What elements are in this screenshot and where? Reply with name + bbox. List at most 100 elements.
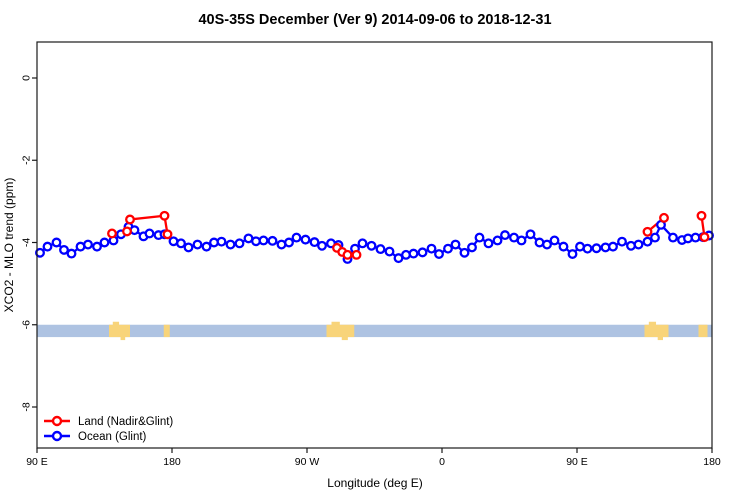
ocean-data-point [225, 239, 236, 250]
y-tick-label: 0 [21, 75, 33, 81]
ocean-data-point [284, 237, 294, 248]
land-data-point [696, 210, 707, 221]
ocean-data-point [608, 241, 618, 252]
ocean-data-point [542, 239, 552, 250]
ocean-data-point [408, 248, 419, 259]
x-tick-label: 90 E [26, 456, 48, 468]
chart-title: 40S-35S December (Ver 9) 2014-09-06 to 2… [198, 12, 551, 28]
ocean-data-point [642, 236, 653, 247]
ocean-data-point [567, 249, 578, 259]
x-tick-label: 180 [703, 456, 721, 468]
ocean-data-point [582, 243, 593, 254]
map-band-land-patch [331, 321, 340, 326]
ocean-data-point [549, 235, 560, 246]
legend-marker-ocean [51, 430, 63, 442]
ocean-data-point [426, 243, 437, 254]
land-data-point [162, 229, 173, 240]
ocean-data-point [483, 238, 494, 249]
ocean-data-point [401, 249, 411, 260]
map-band-land-patch [163, 324, 170, 338]
legend-label-land: Land (Nadir&Glint) [78, 416, 173, 428]
x-tick-label: 90 E [566, 456, 588, 468]
ocean-data-point [144, 228, 155, 239]
map-band-land-patch [341, 336, 348, 341]
map-band-land-patch [657, 336, 663, 341]
ocean-data-point [474, 232, 485, 243]
map-band-land-patch [648, 321, 657, 326]
ocean-data-point [434, 249, 444, 259]
map-band-land-patch [698, 324, 708, 338]
ocean-data-point [300, 234, 311, 245]
legend-entry-ocean: Ocean (Glint) [44, 430, 147, 443]
ocean-data-point [291, 232, 302, 243]
map-band-land-patch [644, 324, 669, 338]
ocean-data-point [626, 240, 636, 251]
y-tick-label: -4 [21, 238, 33, 247]
map-band-land-patch [326, 324, 355, 338]
ocean-data-point [317, 240, 327, 251]
map-band-land-patch [112, 321, 120, 326]
ocean-data-point [309, 237, 320, 248]
ocean-data-point [450, 239, 461, 250]
ocean-data-point [66, 248, 77, 259]
legend: Land (Nadir&Glint) Ocean (Glint) [44, 415, 173, 443]
ocean-data-point [375, 244, 386, 255]
ocean-data-point [35, 247, 45, 258]
ocean-data-point [650, 232, 660, 243]
ocean-data-point [83, 239, 93, 250]
land-data-point [159, 210, 170, 221]
ocean-data-point [417, 247, 428, 258]
ocean-data-point [459, 247, 470, 258]
land-data-point [122, 226, 132, 237]
plot-border [36, 41, 713, 449]
y-tick-label: -6 [21, 320, 33, 329]
ocean-data-point [668, 232, 678, 243]
land-data-point [351, 249, 362, 260]
ocean-data-point [201, 241, 212, 252]
ocean-data-point [492, 235, 503, 246]
ocean-data-point [617, 236, 627, 247]
land-data-point [107, 228, 117, 239]
land-data-point [125, 214, 135, 225]
ocean-data-point [443, 243, 453, 254]
y-axis-label: XCO2 - MLO trend (ppm) [2, 178, 16, 313]
ocean-data-point [366, 240, 377, 251]
ocean-data-point [500, 230, 510, 241]
land-data-point [699, 232, 710, 243]
legend-marker-land [51, 415, 63, 427]
ocean-data-point [183, 242, 194, 253]
x-tick-label: 180 [163, 456, 181, 468]
ocean-data-point [258, 235, 269, 246]
map-band-layer [37, 321, 712, 341]
ocean-data-point [558, 241, 569, 252]
legend-label-ocean: Ocean (Glint) [78, 431, 147, 443]
land-data-point [642, 226, 653, 237]
ocean-data-point [51, 237, 62, 248]
data-series-layer [35, 210, 714, 264]
map-band-land-patch [109, 324, 130, 338]
x-tick-label: 0 [439, 456, 445, 468]
land-data-point [342, 249, 353, 260]
ocean-data-point [92, 241, 102, 252]
ocean-data-point [633, 239, 644, 250]
ocean-data-point [59, 244, 69, 255]
ocean-data-point [176, 238, 186, 249]
ocean-data-point [516, 235, 527, 246]
ocean-data-point [42, 241, 53, 252]
ocean-data-point [192, 239, 203, 250]
ocean-data-point [525, 229, 536, 240]
ocean-data-point [267, 235, 278, 246]
ocean-data-point [129, 225, 140, 236]
axis-tick-layer: 90 E 180 90 W 0 90 E 180 0 -2 -4 -6 -8 [21, 75, 721, 468]
ocean-data-point [99, 237, 110, 248]
map-band-land-patch [120, 336, 126, 341]
ocean-data-point [234, 238, 245, 249]
map-band-ocean [37, 324, 712, 338]
ocean-data-point [393, 253, 404, 264]
ocean-data-point [384, 246, 395, 257]
ocean-data-point [591, 243, 602, 254]
land-data-point [659, 212, 669, 223]
x-axis-label: Longitude (deg E) [327, 476, 422, 490]
